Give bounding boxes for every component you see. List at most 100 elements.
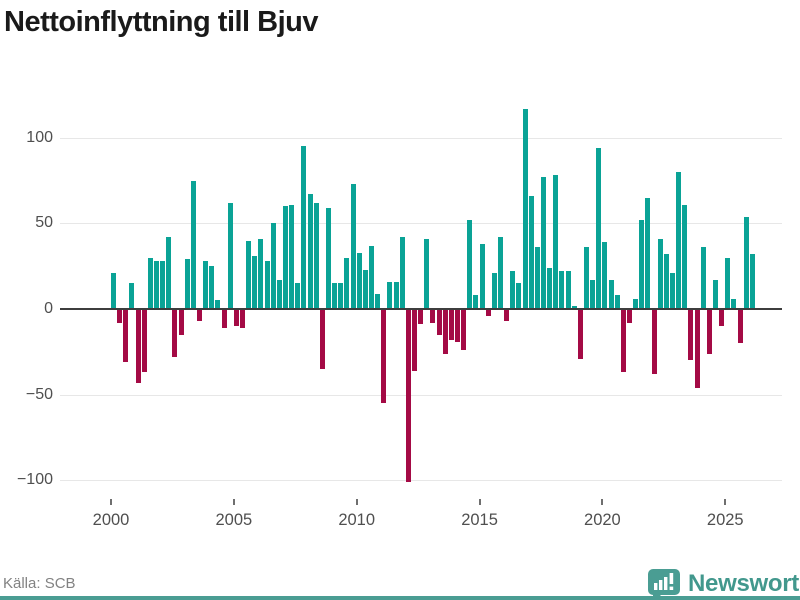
quarter-bar bbox=[399, 237, 405, 309]
quarter-bar bbox=[356, 252, 362, 309]
x-axis-tick-label: 2025 bbox=[706, 511, 744, 529]
quarter-bar bbox=[123, 309, 129, 363]
quarter-bar bbox=[295, 283, 301, 309]
quarter-bar bbox=[141, 309, 147, 373]
quarter-bar bbox=[442, 309, 448, 354]
quarter-bar bbox=[473, 295, 479, 309]
quarter-bar bbox=[209, 266, 215, 309]
quarter-bar bbox=[749, 254, 755, 309]
quarter-bar bbox=[405, 309, 411, 482]
quarter-bar bbox=[645, 197, 651, 309]
quarter-bar bbox=[301, 146, 307, 309]
quarter-bar bbox=[547, 267, 553, 309]
quarter-bar bbox=[178, 309, 184, 335]
quarter-bar bbox=[577, 309, 583, 359]
quarter-bar bbox=[362, 269, 368, 309]
quarter-bar bbox=[190, 180, 196, 309]
quarter-bar bbox=[184, 259, 190, 309]
quarter-bar bbox=[227, 202, 233, 309]
quarter-bar bbox=[461, 309, 467, 351]
quarter-bar bbox=[651, 309, 657, 375]
quarter-bar bbox=[528, 196, 534, 309]
quarter-bar bbox=[129, 283, 135, 309]
quarter-bar bbox=[614, 295, 620, 309]
chart-title: Nettoinflyttning till Bjuv bbox=[4, 6, 319, 38]
quarter-bar bbox=[700, 247, 706, 309]
quarter-bar bbox=[485, 309, 491, 316]
x-axis-tick-label: 2000 bbox=[92, 511, 130, 529]
quarter-bar bbox=[154, 261, 159, 309]
quarter-bar bbox=[639, 219, 645, 309]
quarter-bar bbox=[436, 309, 442, 335]
quarter-bar bbox=[239, 309, 245, 328]
quarter-bar bbox=[669, 273, 675, 309]
quarter-bar bbox=[608, 279, 614, 309]
quarter-bar bbox=[522, 108, 528, 309]
brand-logo: Newsworthy bbox=[646, 567, 800, 600]
quarter-bar bbox=[737, 309, 743, 344]
quarter-bar bbox=[332, 283, 338, 309]
quarter-bar bbox=[307, 194, 313, 309]
quarter-bar bbox=[430, 309, 436, 323]
gridline bbox=[60, 394, 782, 396]
quarter-bar bbox=[368, 245, 374, 309]
source-caption: Källa: SCB bbox=[3, 575, 76, 592]
x-axis-tick-label: 2005 bbox=[215, 511, 253, 529]
quarter-bar bbox=[111, 273, 116, 309]
quarter-bar bbox=[350, 184, 356, 309]
quarter-bar bbox=[688, 309, 694, 361]
quarter-bar bbox=[454, 309, 460, 342]
bar-chart-badge-icon bbox=[648, 569, 680, 600]
gridline bbox=[60, 480, 782, 482]
quarter-bar bbox=[504, 309, 510, 321]
gridline bbox=[60, 137, 782, 139]
quarter-bar bbox=[387, 281, 393, 309]
x-axis-tick-mark bbox=[601, 499, 604, 505]
y-axis-tick-label: −100 bbox=[16, 471, 53, 489]
quarter-bar bbox=[602, 242, 608, 309]
quarter-bar bbox=[583, 247, 589, 309]
zero-axis-line bbox=[60, 308, 782, 310]
quarter-bar bbox=[516, 283, 522, 309]
plot-area: 100 50 0 −50 −100 2000 2005 2010 2015 2020 2025 bbox=[16, 108, 782, 529]
quarter-bar bbox=[657, 238, 663, 309]
quarter-bar bbox=[706, 309, 712, 354]
quarter-bar bbox=[479, 243, 485, 309]
quarter-bar bbox=[448, 309, 454, 340]
quarter-bar bbox=[381, 309, 387, 404]
quarter-bar bbox=[166, 237, 172, 309]
quarter-bar bbox=[559, 271, 565, 309]
quarter-bar bbox=[510, 271, 516, 309]
quarter-bar bbox=[620, 309, 626, 373]
quarter-bar bbox=[246, 240, 252, 309]
quarter-bar bbox=[147, 257, 153, 309]
quarter-bar bbox=[731, 298, 737, 309]
quarter-bar bbox=[491, 273, 497, 309]
quarter-bar bbox=[497, 237, 503, 309]
quarter-bar bbox=[725, 257, 731, 309]
quarter-bar bbox=[197, 309, 202, 321]
quarter-bar bbox=[160, 261, 166, 309]
quarter-bar bbox=[313, 202, 319, 309]
quarter-bar bbox=[633, 298, 639, 309]
x-axis-tick-mark bbox=[355, 499, 358, 505]
x-axis-tick-mark bbox=[232, 499, 235, 505]
quarter-bar bbox=[712, 279, 718, 309]
quarter-bar bbox=[393, 281, 399, 309]
x-axis-tick-label: 2015 bbox=[461, 511, 498, 529]
quarter-bar bbox=[375, 293, 381, 309]
x-axis-tick-mark bbox=[110, 499, 112, 505]
quarter-bar bbox=[282, 206, 288, 309]
quarter-bar bbox=[411, 309, 417, 371]
quarter-bar bbox=[221, 309, 227, 328]
brand-name: Newsworthy bbox=[688, 570, 800, 597]
quarter-bar bbox=[534, 247, 540, 309]
y-axis-tick-label: −50 bbox=[25, 385, 53, 403]
quarter-bar bbox=[663, 254, 669, 309]
quarter-bar bbox=[424, 238, 430, 309]
quarter-bar bbox=[135, 309, 141, 383]
quarter-bar bbox=[565, 271, 571, 309]
quarter-bar bbox=[694, 309, 700, 388]
quarter-bar bbox=[270, 223, 276, 309]
